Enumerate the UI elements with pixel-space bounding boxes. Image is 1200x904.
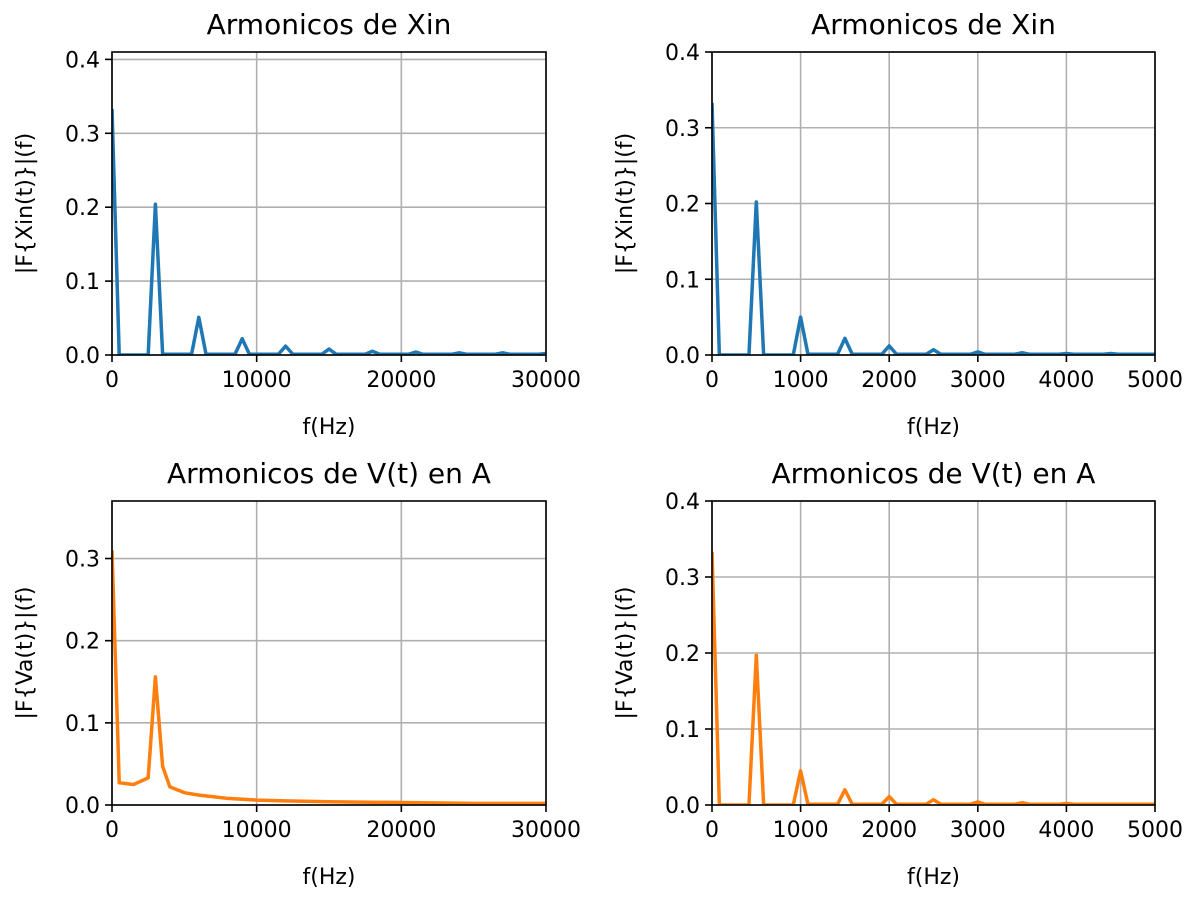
x-tick-label-5: 5000 <box>1127 818 1183 843</box>
y-tick-label-3: 0.3 <box>65 548 100 573</box>
x-tick-label-3: 30000 <box>511 368 581 393</box>
series-line-1 <box>112 550 546 805</box>
series-line-1 <box>112 108 546 355</box>
y-tick-label-4: 0.4 <box>65 48 100 73</box>
y-tick-label-3: 0.3 <box>665 117 700 142</box>
x-tick-label-2: 2000 <box>861 368 917 393</box>
x-tick-label-1: 10000 <box>222 368 292 393</box>
x-tick-label-2: 20000 <box>366 368 436 393</box>
x-axis-label: f(Hz) <box>302 865 355 890</box>
chart-panel-2: 0 1000 2000 3000 4000 5000 0.0 0.1 0.2 0.3 0.4 Armo… <box>613 8 1183 440</box>
x-axis-label: f(Hz) <box>907 415 960 440</box>
series-line-1 <box>712 102 1155 355</box>
y-tick-label-2: 0.2 <box>665 642 700 667</box>
x-tick-label-2: 2000 <box>861 818 917 843</box>
y-tick-label-0: 0.0 <box>665 794 700 819</box>
x-tick-label-1: 10000 <box>222 818 292 843</box>
x-tick-label-3: 3000 <box>950 818 1006 843</box>
y-tick-label-4: 0.4 <box>665 490 700 515</box>
chart-panel-4: 0 1000 2000 3000 4000 5000 0.0 0.1 0.2 0.3 0.4 Armo… <box>613 457 1183 890</box>
x-tick-label-0: 0 <box>705 368 719 393</box>
chart-title: Armonicos de Xin <box>811 8 1056 41</box>
y-tick-label-1: 0.1 <box>665 268 700 293</box>
x-axis-label: f(Hz) <box>907 865 960 890</box>
y-tick-label-2: 0.2 <box>65 196 100 221</box>
x-tick-label-1: 1000 <box>773 818 829 843</box>
x-tick-label-4: 4000 <box>1038 818 1094 843</box>
x-tick-label-5: 5000 <box>1127 368 1183 393</box>
axes-frame <box>111 51 547 356</box>
y-tick-label-2: 0.2 <box>65 630 100 655</box>
x-tick-label-0: 0 <box>105 368 119 393</box>
chart-panel-1: 0 10000 20000 30000 0.0 0.1 0.2 0.3 0.4 Armonicos… <box>13 8 581 440</box>
chart-title: Armonicos de V(t) en A <box>167 457 491 490</box>
y-axis-label: |F{Xin(t)}|(f) <box>613 133 638 274</box>
x-tick-label-4: 4000 <box>1038 368 1094 393</box>
y-tick-label-1: 0.1 <box>665 718 700 743</box>
x-axis-label: f(Hz) <box>302 415 355 440</box>
x-tick-label-0: 0 <box>105 818 119 843</box>
series-line-1 <box>712 551 1155 805</box>
x-tick-label-3: 3000 <box>950 368 1006 393</box>
y-tick-label-3: 0.3 <box>65 122 100 147</box>
y-axis-label: |F{Xin(t)}|(f) <box>13 133 38 274</box>
x-tick-label-1: 1000 <box>773 368 829 393</box>
chart-panel-3: 0 10000 20000 30000 0.0 0.1 0.2 0.3 Armonicos de… <box>13 457 581 890</box>
y-tick-label-2: 0.2 <box>665 193 700 218</box>
x-tick-label-0: 0 <box>705 818 719 843</box>
y-tick-label-1: 0.1 <box>65 712 100 737</box>
y-tick-label-3: 0.3 <box>665 566 700 591</box>
chart-title: Armonicos de V(t) en A <box>772 457 1096 490</box>
y-tick-label-1: 0.1 <box>65 270 100 295</box>
axes-frame <box>111 500 547 806</box>
y-axis-label: |F{Va(t)}|(f) <box>13 587 38 720</box>
y-tick-label-0: 0.0 <box>665 344 700 369</box>
x-tick-label-3: 30000 <box>511 818 581 843</box>
chart-title: Armonicos de Xin <box>207 8 452 41</box>
y-tick-label-0: 0.0 <box>65 344 100 369</box>
y-axis-label: |F{Va(t)}|(f) <box>613 587 638 720</box>
y-tick-label-0: 0.0 <box>65 794 100 819</box>
y-tick-label-4: 0.4 <box>665 41 700 66</box>
x-tick-label-2: 20000 <box>366 818 436 843</box>
